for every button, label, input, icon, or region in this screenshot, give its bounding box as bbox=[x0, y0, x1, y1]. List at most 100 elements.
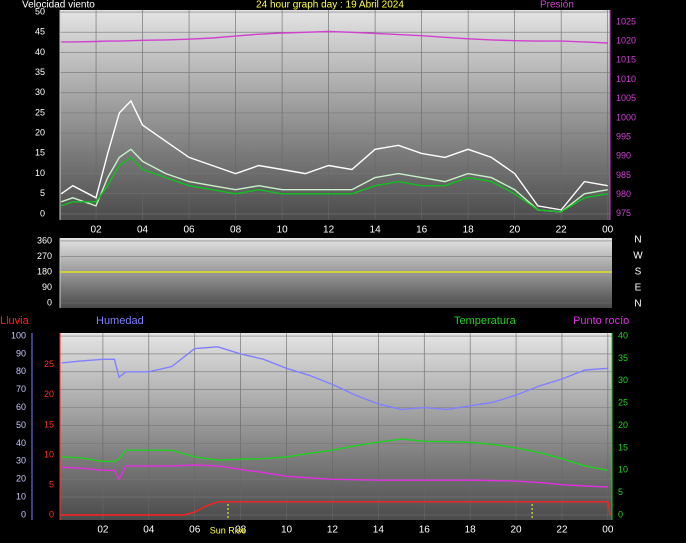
x-tick-label: 04 bbox=[137, 225, 149, 236]
series-line bbox=[60, 148, 608, 213]
compass-label: E bbox=[635, 283, 642, 294]
legend-label: Presión bbox=[540, 0, 574, 11]
x-tick-label: 16 bbox=[419, 525, 431, 536]
x-tick-label: 20 bbox=[510, 525, 522, 536]
x-tick-label: 08 bbox=[235, 525, 247, 536]
y2-tick-label: 995 bbox=[616, 131, 631, 141]
series-line bbox=[61, 501, 611, 516]
legend-label: Lluvia bbox=[0, 315, 30, 327]
y3-tick-label: 25 bbox=[44, 359, 54, 369]
y-tick-label: 100 bbox=[11, 330, 26, 340]
y2-tick-label: 1000 bbox=[616, 112, 636, 122]
x-tick-label: 10 bbox=[281, 525, 293, 536]
x-tick-label: 12 bbox=[323, 225, 335, 236]
x-tick-label: 10 bbox=[277, 225, 289, 236]
y2-tick-label: 35 bbox=[618, 353, 628, 363]
y-axis-title: Velocidad viento bbox=[22, 0, 95, 11]
y2-tick-label: 1025 bbox=[616, 16, 636, 26]
x-tick-label: 18 bbox=[463, 225, 475, 236]
x-tick-label: 00 bbox=[602, 225, 614, 236]
x-tick-label: 18 bbox=[465, 525, 477, 536]
x-tick-label: 14 bbox=[373, 525, 385, 536]
y2-tick-label: 40 bbox=[618, 331, 628, 341]
y2-tick-label: 980 bbox=[616, 189, 631, 199]
y2-tick-label: 990 bbox=[616, 151, 631, 161]
y-tick-label: 70 bbox=[16, 384, 26, 394]
y2-tick-label: 985 bbox=[616, 170, 631, 180]
y2-tick-label: 0 bbox=[618, 509, 623, 519]
y2-tick-label: 15 bbox=[618, 442, 628, 452]
y-tick-label: 40 bbox=[16, 438, 26, 448]
y2-tick-label: 10 bbox=[618, 465, 628, 475]
y-tick-label: 0 bbox=[47, 297, 52, 307]
compass-label: N bbox=[634, 235, 641, 246]
x-tick-label: 16 bbox=[416, 225, 428, 236]
y2-tick-label: 1005 bbox=[616, 93, 636, 103]
y-tick-label: 30 bbox=[16, 456, 26, 466]
legend-label: Humedad bbox=[96, 315, 144, 327]
y-tick-label: 50 bbox=[16, 420, 26, 430]
y-tick-label: 90 bbox=[16, 348, 26, 358]
y-tick-label: 10 bbox=[16, 491, 26, 501]
y-tick-label: 50 bbox=[35, 6, 45, 16]
x-tick-label: 06 bbox=[184, 225, 196, 236]
y-tick-label: 90 bbox=[42, 282, 52, 292]
compass-label: S bbox=[635, 267, 642, 278]
x-tick-label: 22 bbox=[556, 225, 568, 236]
y-tick-label: 35 bbox=[35, 67, 45, 77]
y3-tick-label: 5 bbox=[49, 479, 54, 489]
series-line bbox=[61, 464, 608, 488]
y-tick-label: 40 bbox=[35, 47, 45, 57]
x-tick-label: 02 bbox=[90, 225, 102, 236]
y3-tick-label: 0 bbox=[49, 509, 54, 519]
y2-tick-label: 30 bbox=[618, 375, 628, 385]
legend-label: Temperatura bbox=[454, 315, 517, 327]
y-tick-label: 180 bbox=[37, 266, 52, 276]
series-line bbox=[60, 156, 608, 213]
y2-tick-label: 975 bbox=[616, 208, 631, 218]
x-tick-label: 00 bbox=[602, 525, 614, 536]
plot-background bbox=[60, 333, 612, 520]
y2-tick-label: 1010 bbox=[616, 74, 636, 84]
y-tick-label: 0 bbox=[40, 208, 45, 218]
y-tick-label: 45 bbox=[35, 27, 45, 37]
y2-tick-label: 25 bbox=[618, 398, 628, 408]
x-tick-label: 02 bbox=[97, 525, 109, 536]
y-tick-label: 20 bbox=[35, 128, 45, 138]
y2-tick-label: 1015 bbox=[616, 55, 636, 65]
plot-background bbox=[60, 10, 610, 220]
series-line bbox=[61, 346, 608, 411]
y3-tick-label: 10 bbox=[44, 449, 54, 459]
y-tick-label: 10 bbox=[35, 168, 45, 178]
x-tick-label: 12 bbox=[327, 525, 339, 536]
series-line bbox=[61, 438, 609, 471]
plot-background bbox=[60, 238, 612, 308]
compass-label: N bbox=[634, 299, 641, 310]
x-tick-label: 06 bbox=[189, 525, 201, 536]
y2-tick-label: 20 bbox=[618, 420, 628, 430]
y2-tick-label: 5 bbox=[618, 487, 623, 497]
y-tick-label: 15 bbox=[35, 148, 45, 158]
x-tick-label: 20 bbox=[509, 225, 521, 236]
x-tick-label: 14 bbox=[370, 225, 382, 236]
y3-tick-label: 15 bbox=[44, 419, 54, 429]
y-tick-label: 0 bbox=[21, 509, 26, 519]
x-tick-label: 22 bbox=[556, 525, 568, 536]
y-tick-label: 270 bbox=[37, 251, 52, 261]
y-tick-label: 20 bbox=[16, 474, 26, 484]
compass-label: W bbox=[633, 251, 643, 262]
series-line bbox=[60, 99, 608, 211]
y3-tick-label: 20 bbox=[44, 389, 54, 399]
y-tick-label: 30 bbox=[35, 87, 45, 97]
x-tick-label: 08 bbox=[230, 225, 242, 236]
sun-label: Sun Rise bbox=[210, 525, 247, 535]
y-tick-label: 360 bbox=[37, 235, 52, 245]
y-tick-label: 25 bbox=[35, 107, 45, 117]
chart-title: 24 hour graph day : 19 Abril 2024 bbox=[256, 0, 404, 11]
y2-tick-label: 1020 bbox=[616, 35, 636, 45]
series-line bbox=[61, 30, 608, 44]
legend-label: Punto rocío bbox=[573, 315, 629, 327]
y-tick-label: 5 bbox=[40, 188, 45, 198]
